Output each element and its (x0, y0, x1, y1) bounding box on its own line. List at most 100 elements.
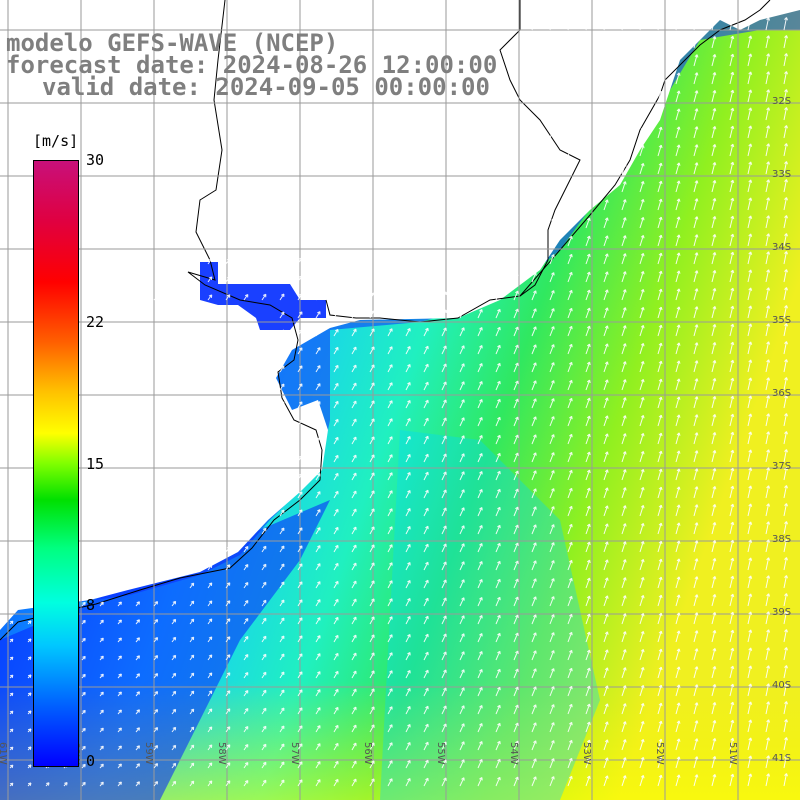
wind-arrow (585, 37, 591, 49)
wind-arrow (531, 614, 537, 625)
wind-arrow (423, 543, 429, 553)
wind-arrow (657, 432, 663, 445)
wind-arrow (261, 545, 267, 553)
wind-arrow (657, 648, 663, 661)
wind-arrow (531, 344, 537, 355)
wind-arrow (711, 126, 717, 139)
wind-arrow (387, 364, 393, 373)
wind-arrow (603, 415, 609, 427)
wind-arrow (549, 614, 555, 625)
wind-arrow (207, 600, 213, 607)
lon-label: 58W (216, 742, 227, 765)
wind-arrow (333, 616, 339, 625)
wind-arrow (603, 37, 609, 49)
wind-arrow (117, 295, 122, 301)
wind-arrow (693, 90, 699, 103)
lon-label: 59W (143, 742, 154, 765)
wind-arrow (549, 344, 555, 355)
wind-arrow (441, 453, 447, 463)
wind-arrow (153, 691, 159, 697)
wind-arrow (261, 275, 267, 283)
wind-arrow (765, 503, 771, 517)
wind-arrow (639, 396, 645, 409)
wind-arrow (459, 363, 465, 373)
wind-arrow (675, 126, 681, 139)
wind-arrow (315, 491, 321, 499)
wind-arrow (531, 398, 537, 409)
wind-arrow (135, 763, 140, 769)
wind-arrow (765, 575, 771, 589)
wind-arrow (567, 541, 573, 553)
wind-arrow (351, 382, 357, 391)
wind-arrow (99, 295, 104, 301)
wind-arrow (603, 379, 609, 391)
wind-arrow (531, 560, 537, 571)
wind-arrow (351, 490, 357, 499)
wind-arrow (531, 38, 537, 49)
wind-arrow (549, 488, 555, 499)
wind-arrow (333, 670, 339, 679)
lat-label: 41S (772, 753, 791, 764)
wind-arrow (441, 291, 447, 301)
wind-arrow (765, 593, 771, 607)
wind-arrow (261, 563, 267, 571)
wind-arrow (585, 469, 591, 481)
wind-arrow (657, 576, 663, 589)
wind-arrow (585, 325, 591, 337)
wind-arrow (621, 523, 627, 535)
wind-arrow (783, 395, 788, 409)
wind-arrow (135, 655, 140, 661)
wind-arrow (315, 743, 321, 751)
wind-arrow (333, 472, 339, 481)
wind-arrow (531, 434, 537, 445)
wind-arrow (207, 690, 213, 697)
wind-arrow (747, 215, 753, 229)
wind-arrow (729, 233, 735, 247)
wind-arrow (513, 272, 519, 283)
wind-arrow (567, 523, 573, 535)
wind-arrow (693, 684, 699, 697)
wind-arrow (585, 775, 591, 787)
wind-arrow (729, 377, 735, 391)
wind-arrow (333, 328, 339, 337)
wind-arrow (441, 669, 447, 679)
wind-arrow (315, 311, 321, 319)
wind-arrow (81, 727, 86, 733)
wind-arrow (117, 673, 122, 679)
wind-arrow (441, 327, 447, 337)
wind-arrow (621, 325, 627, 337)
wind-arrow (135, 709, 140, 715)
wind-arrow (639, 684, 645, 697)
wind-arrow (657, 396, 663, 409)
wind-arrow (549, 506, 555, 517)
wind-arrow (405, 435, 411, 445)
wind-arrow (621, 397, 627, 409)
wind-arrow (765, 413, 771, 427)
wind-arrow (549, 218, 555, 229)
wind-arrow (333, 598, 339, 607)
title-forecast-date: forecast date: 2024-08-26 12:00:00 (6, 51, 498, 79)
wind-arrow (189, 708, 195, 715)
wind-arrow (441, 705, 447, 715)
wind-arrow (261, 761, 267, 769)
wind-arrow (549, 650, 555, 661)
wind-arrow (531, 20, 537, 31)
wind-arrow (207, 258, 213, 265)
wind-arrow (585, 109, 591, 121)
wind-arrow (495, 506, 501, 517)
wind-arrow (261, 725, 267, 733)
wind-arrow (315, 545, 321, 553)
wind-arrow (423, 507, 429, 517)
wind-arrow (765, 161, 771, 175)
wind-arrow (765, 179, 771, 193)
wind-arrow (783, 377, 788, 391)
wind-arrow (531, 686, 537, 697)
wind-arrow (369, 616, 375, 625)
wind-arrow (603, 469, 609, 481)
wind-arrow (261, 293, 267, 301)
wind-arrow (387, 616, 393, 625)
wind-arrow (99, 601, 104, 607)
wind-arrow (351, 634, 357, 643)
wind-arrow (441, 687, 447, 697)
wind-arrow (621, 559, 627, 571)
